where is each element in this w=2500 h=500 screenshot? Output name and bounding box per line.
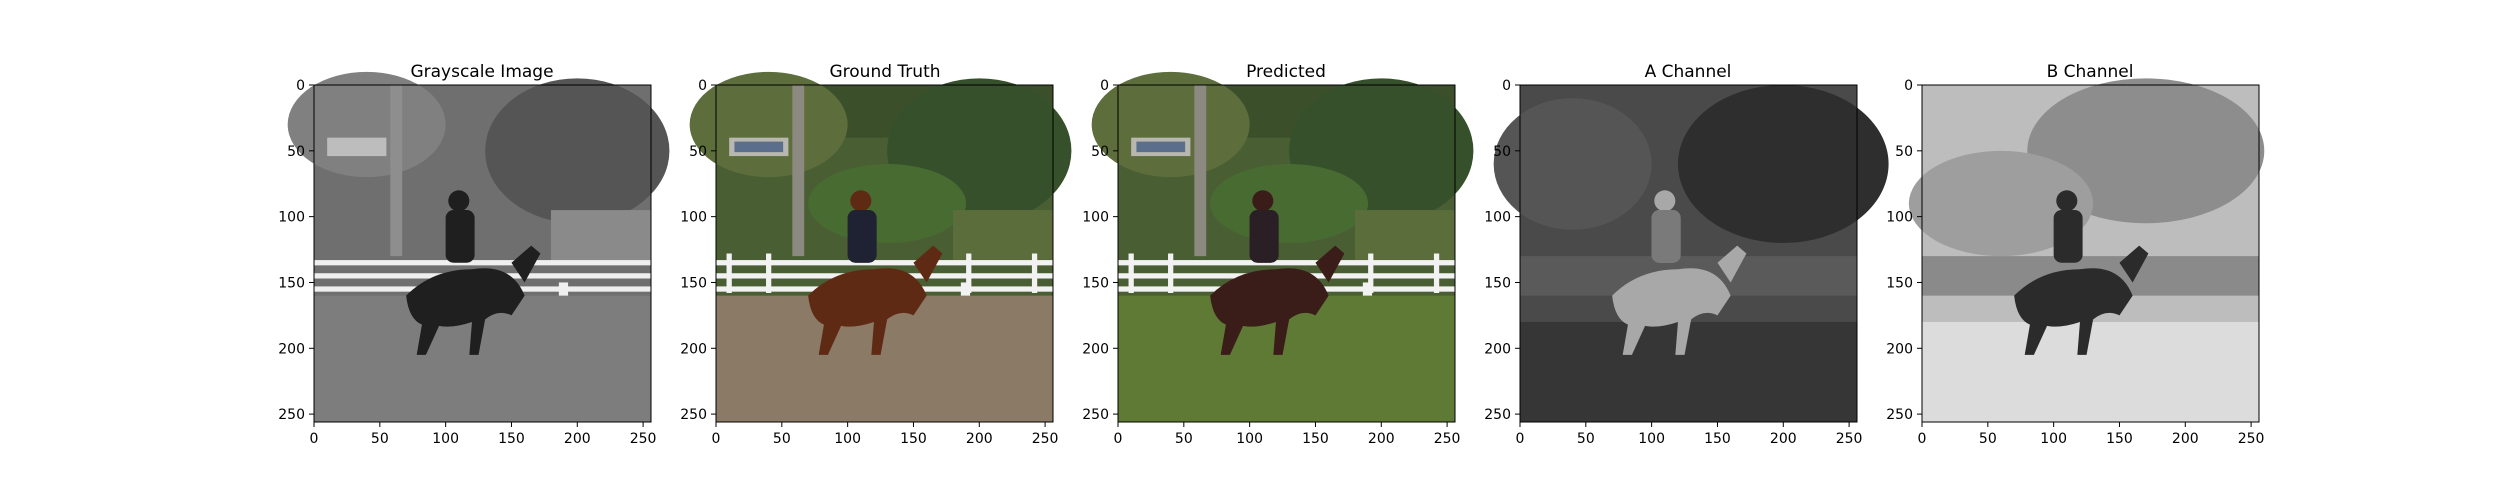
y-tick-label: 150	[1484, 275, 1511, 291]
x-tick-label: 200	[966, 431, 993, 447]
x-tick-label: 50	[1577, 431, 1595, 447]
x-tick-label: 250	[2238, 431, 2265, 447]
x-tick-label: 50	[773, 431, 791, 447]
y-tick-label: 150	[1082, 275, 1109, 291]
x-tick-label: 100	[2040, 431, 2067, 447]
y-tick-label: 0	[1100, 78, 1109, 94]
panel-b-channel: B Channel	[1908, 62, 2265, 423]
panel-title: A Channel	[1645, 62, 1732, 82]
y-tick-label: 100	[1886, 210, 1913, 226]
y-tick-label: 100	[278, 210, 305, 226]
x-tick-label: 0	[1516, 431, 1525, 447]
y-tick-label: 200	[680, 341, 707, 357]
y-tick-label: 100	[1082, 210, 1109, 226]
x-tick-label: 250	[1836, 431, 1863, 447]
x-tick-label: 0	[1918, 431, 1927, 447]
panel-title: Predicted	[1246, 62, 1326, 82]
y-tick-label: 50	[1091, 144, 1109, 160]
y-tick-label: 250	[1082, 407, 1109, 423]
x-tick-label: 250	[630, 431, 657, 447]
x-tick-label: 0	[1114, 431, 1123, 447]
x-tick-label: 50	[1979, 431, 1997, 447]
y-tick-label: 150	[1886, 275, 1913, 291]
x-tick-label: 100	[432, 431, 459, 447]
x-tick-label: 150	[1302, 431, 1329, 447]
y-tick-label: 250	[1484, 407, 1511, 423]
panel-a-channel: A Channel	[1493, 62, 1889, 423]
x-tick-label: 200	[2172, 431, 2199, 447]
x-tick-label: 100	[1638, 431, 1665, 447]
y-tick-label: 0	[1502, 78, 1511, 94]
panel-title: B Channel	[2047, 62, 2134, 82]
x-tick-label: 200	[1770, 431, 1797, 447]
panel-title: Ground Truth	[829, 62, 940, 82]
x-tick-label: 100	[1236, 431, 1263, 447]
x-tick-label: 150	[1704, 431, 1731, 447]
x-tick-label: 150	[900, 431, 927, 447]
y-tick-label: 250	[680, 407, 707, 423]
x-tick-label: 250	[1032, 431, 1059, 447]
panel-ground-truth: Ground Truth	[689, 62, 1072, 423]
y-tick-label: 50	[287, 144, 305, 160]
y-tick-label: 50	[1895, 144, 1913, 160]
y-tick-label: 0	[296, 78, 305, 94]
y-tick-label: 250	[1886, 407, 1913, 423]
y-tick-label: 200	[1082, 341, 1109, 357]
y-tick-label: 200	[278, 341, 305, 357]
y-tick-label: 250	[278, 407, 305, 423]
x-tick-label: 50	[371, 431, 389, 447]
x-tick-label: 100	[834, 431, 861, 447]
x-tick-label: 0	[310, 431, 319, 447]
x-tick-label: 150	[498, 431, 525, 447]
panel-title: Grayscale Image	[410, 62, 553, 82]
panel-grayscale: Grayscale Image	[287, 62, 670, 423]
y-tick-label: 200	[1886, 341, 1913, 357]
y-tick-label: 100	[1484, 210, 1511, 226]
x-tick-label: 200	[1368, 431, 1395, 447]
x-tick-label: 50	[1175, 431, 1193, 447]
y-tick-label: 50	[1493, 144, 1511, 160]
x-tick-label: 200	[564, 431, 591, 447]
x-tick-label: 250	[1434, 431, 1461, 447]
y-tick-label: 0	[698, 78, 707, 94]
y-tick-label: 150	[278, 275, 305, 291]
y-tick-label: 50	[689, 144, 707, 160]
axes-layer: 0 0 50 50 100 100 150 150 200 200 250 250 0 0 50 50 100 1…	[278, 78, 2264, 447]
x-tick-label: 150	[2106, 431, 2133, 447]
y-tick-label: 200	[1484, 341, 1511, 357]
x-tick-label: 0	[712, 431, 721, 447]
panel-predicted: Predicted	[1091, 62, 1474, 423]
y-tick-label: 100	[680, 210, 707, 226]
y-tick-label: 150	[680, 275, 707, 291]
y-tick-label: 0	[1904, 78, 1913, 94]
